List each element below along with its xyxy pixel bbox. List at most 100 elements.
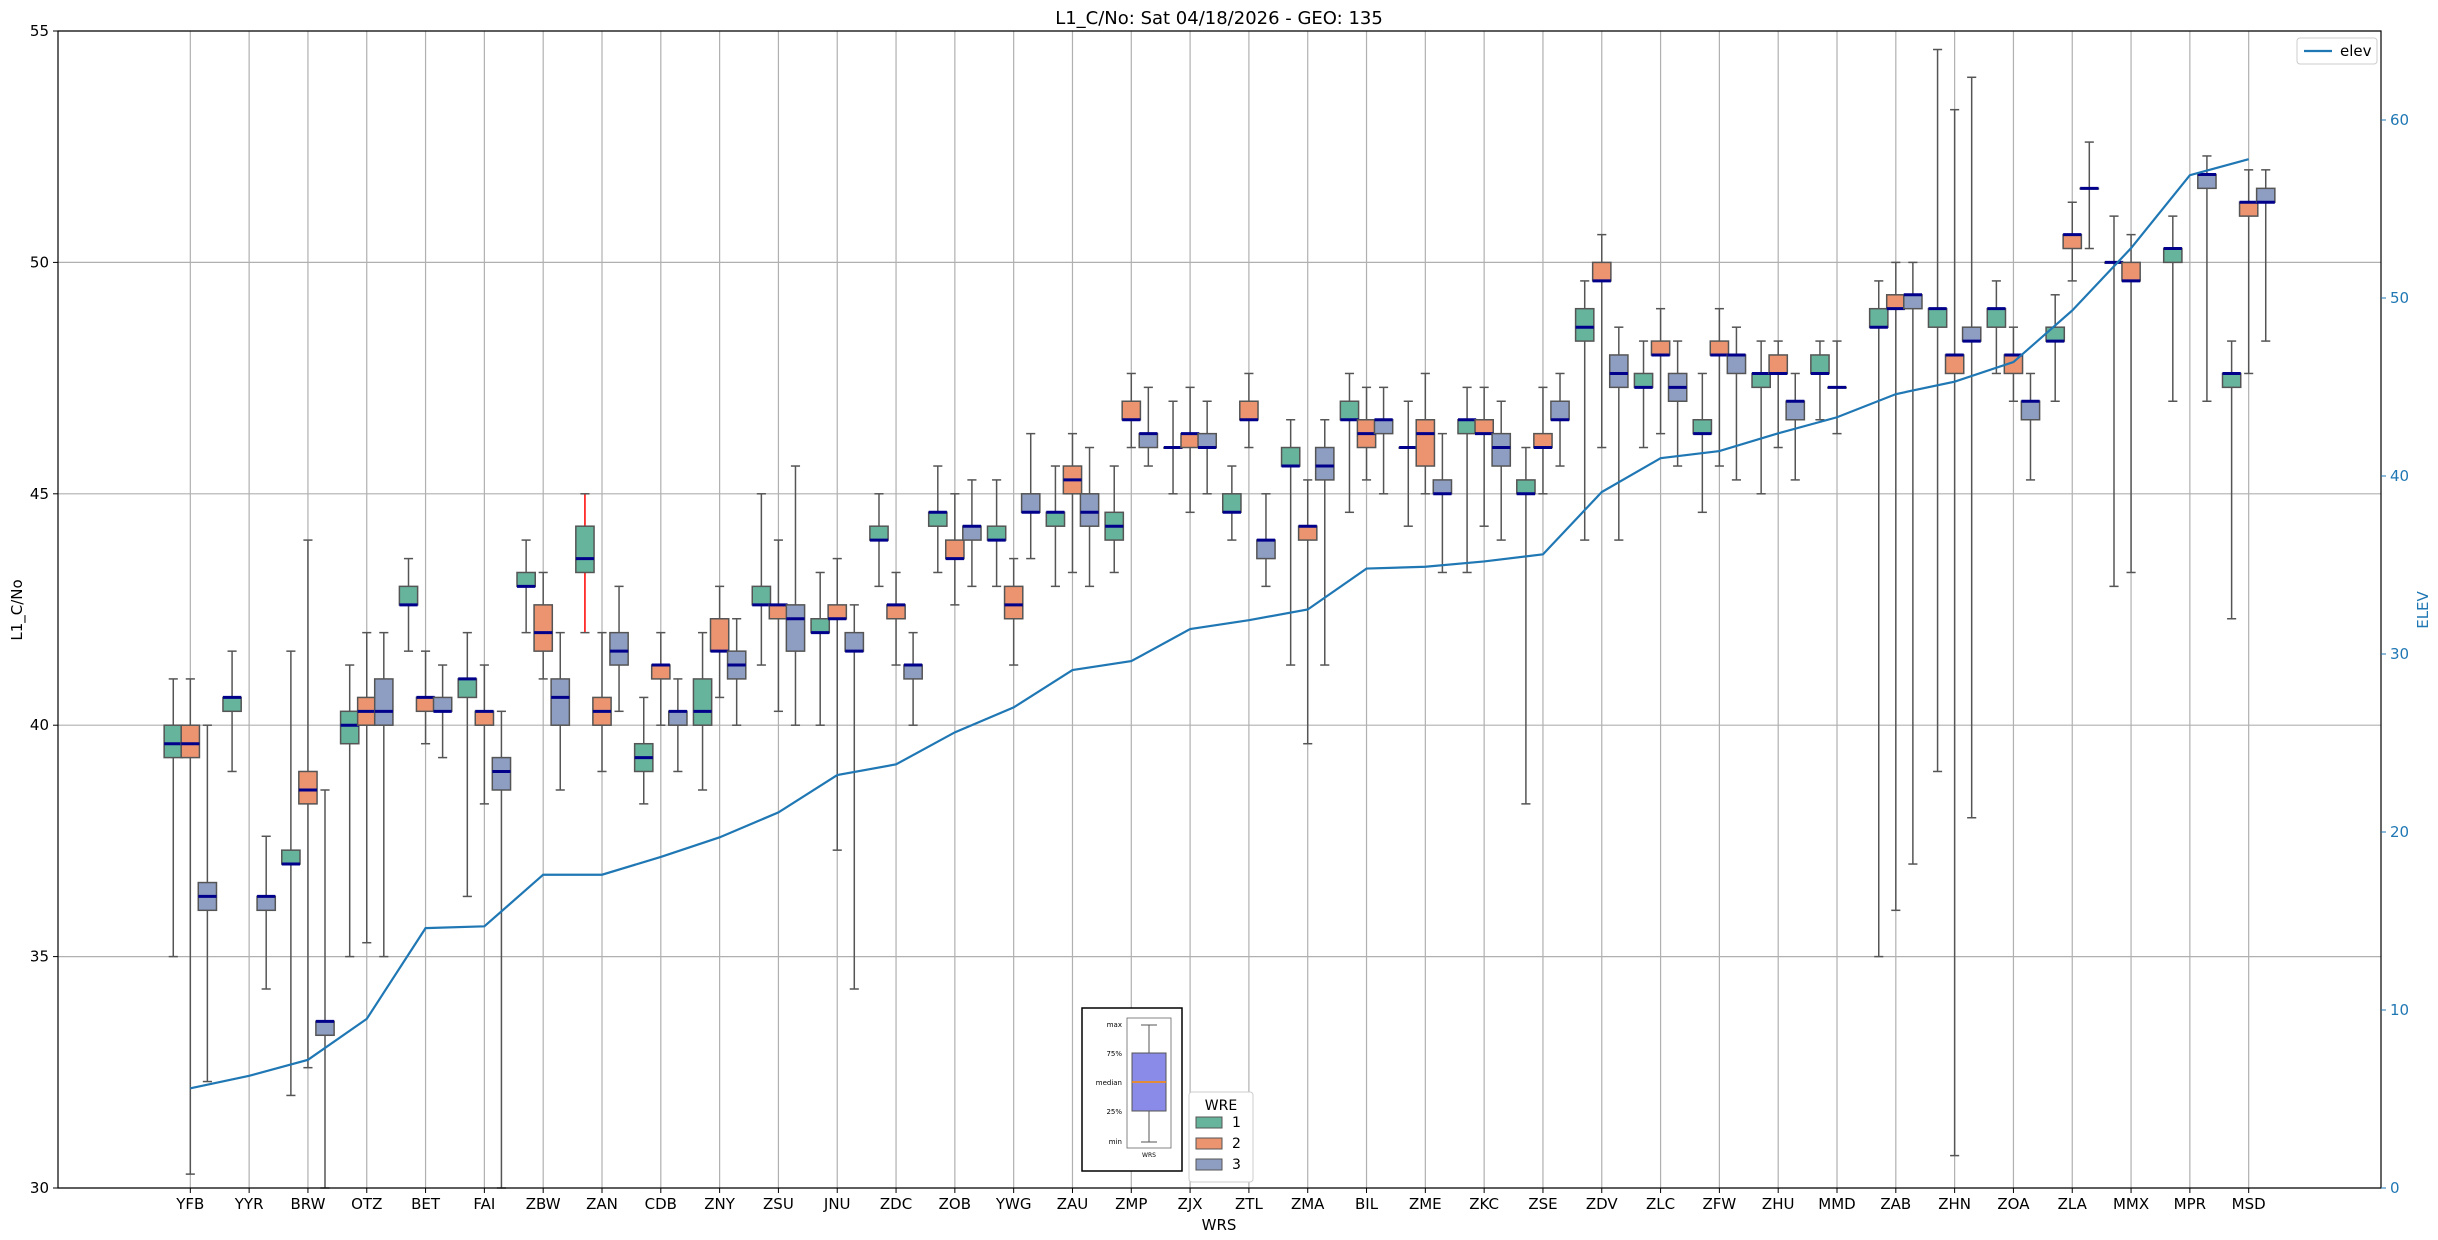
box-iqr: [398, 585, 419, 606]
x-tick-label-brw: BRW: [290, 1195, 325, 1213]
box-iqr: [1944, 354, 1965, 375]
box-iqr: [1121, 400, 1142, 421]
box-zhn-wre1: [1927, 48, 1948, 773]
box-zab-wre2: [1885, 261, 1906, 912]
box-iqr: [180, 724, 201, 759]
box-zny-wre3: [726, 618, 747, 726]
box-iqr: [2162, 247, 2183, 264]
x-tick-label-zse: ZSE: [1528, 1195, 1557, 1213]
box-iqr: [575, 525, 595, 574]
box-zob-wre1: [927, 465, 948, 574]
box-iqr: [1986, 307, 2007, 328]
x-tick-label-bil: BIL: [1355, 1195, 1379, 1213]
wre-legend-label-2: 2: [1232, 1136, 1241, 1152]
x-tick-label-zob: ZOB: [939, 1195, 971, 1213]
box-zma-wre2: [1297, 479, 1318, 745]
elev-line: [190, 158, 2249, 1090]
box-iqr: [709, 618, 730, 652]
x-tick-label-jnu: JNU: [823, 1195, 851, 1213]
box-mmx-wre2: [2121, 233, 2141, 574]
x-tick-label-zan: ZAN: [586, 1195, 618, 1213]
box-zab-wre3: [1903, 261, 1923, 865]
box-iqr: [1726, 354, 1747, 375]
box-iqr: [1903, 294, 1923, 310]
box-key-xlabel: WRS: [1142, 1152, 1156, 1159]
box-zdv-wre1: [1574, 280, 1595, 541]
box-ywg-wre2: [1003, 557, 1024, 666]
x-tick-label-zau: ZAU: [1057, 1195, 1089, 1213]
box-iqr: [339, 710, 360, 745]
x-tick-label-ywg: YWG: [995, 1195, 1032, 1213]
box-iqr: [281, 849, 301, 865]
box-yfb-wre3: [197, 724, 218, 1083]
box-otz-wre3: [373, 631, 394, 958]
elev-legend: elev: [2296, 37, 2378, 65]
box-iqr: [844, 631, 865, 652]
box-zla-wre2: [2062, 201, 2083, 282]
box-iqr: [2020, 400, 2041, 421]
box-cdb-wre2: [650, 631, 671, 726]
plot-frame: [57, 30, 2382, 1189]
box-zkc-wre2: [1474, 386, 1495, 527]
box-zbw-wre1: [516, 539, 536, 634]
y2-tick-label: 10: [2390, 1001, 2409, 1019]
box-iqr: [751, 585, 772, 606]
x-tick-label-msd: MSD: [2232, 1195, 2266, 1213]
box-key-median: median: [1096, 1079, 1122, 1087]
box-fai-wre2: [474, 664, 495, 805]
y2-tick-label: 30: [2390, 645, 2409, 663]
x-tick-label-zny: ZNY: [704, 1195, 735, 1213]
x-tick-label-zhu: ZHU: [1762, 1195, 1795, 1213]
box-zmp-wre3: [1138, 386, 1159, 467]
y-tick-label: 40: [30, 716, 49, 734]
box-iqr: [869, 525, 889, 541]
box-zab-wre1: [1868, 280, 1889, 958]
wre-legend: WRE 1 2 3: [1188, 1091, 1254, 1183]
box-yfb-wre2: [180, 678, 201, 1175]
box-zdc-wre1: [869, 493, 889, 588]
y2-tick-label: 40: [2390, 467, 2409, 485]
box-ywg-wre3: [1020, 432, 1041, 560]
box-iqr: [533, 604, 554, 652]
x-tick-label-zoa: ZOA: [1997, 1195, 2030, 1213]
box-iqr: [1045, 511, 1066, 527]
x-tick-label-cdb: CDB: [645, 1195, 677, 1213]
box-iqr: [457, 678, 478, 699]
elev-legend-label: elev: [2340, 42, 2372, 60]
box-cdb-wre3: [667, 678, 688, 773]
box-iqr: [1020, 493, 1041, 514]
box-zdc-wre2: [886, 571, 906, 666]
box-iqr: [1608, 354, 1629, 389]
box-key-q1: 25%: [1106, 1108, 1122, 1116]
box-bet-wre3: [432, 664, 453, 759]
box-iqr: [1868, 307, 1889, 328]
y-axis-label: L1_C/No: [8, 579, 27, 640]
box-otz-wre1: [339, 664, 360, 958]
box-iqr: [1180, 432, 1200, 449]
box-brw-wre3: [315, 789, 335, 1189]
x-tick-label-mpr: MPR: [2174, 1195, 2206, 1213]
box-iqr: [373, 678, 394, 726]
box-iqr: [1003, 585, 1024, 620]
box-iqr: [298, 770, 318, 805]
box-mmx-wre1: [2104, 215, 2124, 588]
box-zoa-wre3: [2020, 372, 2041, 481]
box-zse-wre1: [1516, 446, 1536, 805]
box-iqr: [2045, 326, 2066, 342]
box-brw-wre1: [281, 650, 301, 1097]
x-tick-label-otz: OTZ: [351, 1195, 382, 1213]
box-iqr: [1810, 354, 1830, 375]
box-bil-wre2: [1356, 386, 1377, 481]
box-mpr-wre1: [2162, 215, 2183, 402]
box-mpr-wre3: [2197, 155, 2217, 402]
box-yyr-wre3: [256, 835, 277, 990]
x-tick-label-mmx: MMX: [2113, 1195, 2149, 1213]
box-zau-wre3: [1079, 446, 1100, 588]
box-iqr: [1138, 432, 1159, 449]
box-msd-wre1: [2221, 340, 2242, 620]
box-zlc-wre2: [1650, 307, 1671, 435]
y2-tick-label: 50: [2390, 289, 2409, 307]
x-tick-label-zla: ZLA: [2058, 1195, 2088, 1213]
box-zhu-wre3: [1785, 372, 1806, 481]
box-iqr: [650, 664, 671, 680]
